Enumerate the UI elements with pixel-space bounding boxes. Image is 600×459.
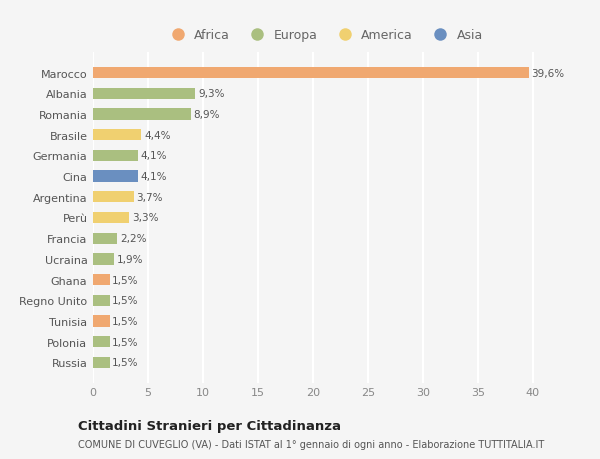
Text: 1,9%: 1,9% [116, 254, 143, 264]
Text: 4,1%: 4,1% [141, 172, 167, 182]
Text: 4,1%: 4,1% [141, 151, 167, 161]
Text: 39,6%: 39,6% [532, 68, 565, 78]
Bar [93, 357, 110, 368]
Bar [93, 151, 138, 162]
Bar [93, 254, 114, 265]
Text: 4,4%: 4,4% [144, 130, 170, 140]
Text: COMUNE DI CUVEGLIO (VA) - Dati ISTAT al 1° gennaio di ogni anno - Elaborazione T: COMUNE DI CUVEGLIO (VA) - Dati ISTAT al … [78, 440, 544, 449]
Text: 9,3%: 9,3% [198, 89, 224, 99]
Bar [93, 68, 529, 79]
Text: 2,2%: 2,2% [120, 234, 146, 244]
Text: 1,5%: 1,5% [112, 316, 139, 326]
Text: 1,5%: 1,5% [112, 275, 139, 285]
Bar [93, 171, 138, 182]
Bar [93, 130, 142, 141]
Text: 3,7%: 3,7% [136, 192, 163, 202]
Text: 1,5%: 1,5% [112, 358, 139, 368]
Bar [93, 192, 134, 203]
Text: 1,5%: 1,5% [112, 337, 139, 347]
Text: 8,9%: 8,9% [194, 110, 220, 120]
Bar [93, 213, 130, 224]
Bar [93, 274, 110, 285]
Bar [93, 295, 110, 306]
Text: 3,3%: 3,3% [132, 213, 158, 223]
Bar [93, 89, 196, 100]
Bar [93, 316, 110, 327]
Text: 1,5%: 1,5% [112, 296, 139, 306]
Text: Cittadini Stranieri per Cittadinanza: Cittadini Stranieri per Cittadinanza [78, 419, 341, 432]
Bar [93, 233, 117, 244]
Bar [93, 109, 191, 120]
Legend: Africa, Europa, America, Asia: Africa, Europa, America, Asia [165, 29, 483, 42]
Bar [93, 336, 110, 347]
